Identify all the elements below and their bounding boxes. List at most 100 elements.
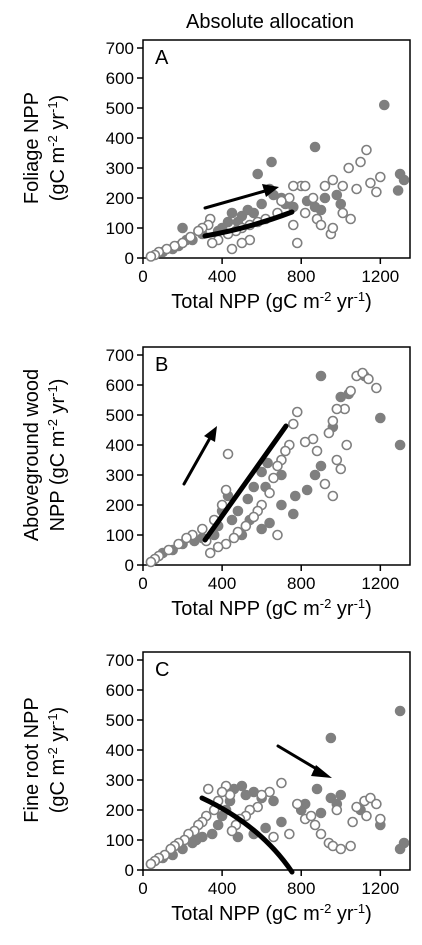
superscript: -1 xyxy=(354,901,366,916)
point xyxy=(266,156,277,168)
label-part: Aboveground wood xyxy=(21,369,43,541)
point xyxy=(145,858,157,870)
y-tick-label: 200 xyxy=(106,496,134,515)
point xyxy=(276,499,287,511)
panel: 0 100 200 300 400 500 600 700 0 400 800 1200 C Total … xyxy=(21,651,411,925)
point xyxy=(260,822,271,834)
point xyxy=(361,810,372,822)
x-axis-label: Total NPP (gC m-2 yr-1) xyxy=(171,596,372,621)
x-tick-label: 800 xyxy=(287,574,315,593)
point xyxy=(222,448,234,460)
superscript: -2 xyxy=(45,747,60,759)
label-part: yr xyxy=(47,725,69,748)
point xyxy=(398,174,410,186)
point xyxy=(193,225,204,237)
point xyxy=(291,237,303,249)
point xyxy=(305,810,317,822)
x-axis-label: Total NPP (gC m-2 yr-1) xyxy=(171,289,372,314)
point xyxy=(202,783,214,795)
label-part: ) xyxy=(365,903,372,925)
superscript: -1 xyxy=(354,289,366,304)
point xyxy=(361,144,372,156)
y-tick-label: 700 xyxy=(106,39,134,58)
arrow-head xyxy=(204,426,217,442)
point xyxy=(337,180,349,192)
point xyxy=(301,484,313,496)
point xyxy=(268,831,279,843)
point xyxy=(242,493,254,505)
point xyxy=(226,243,238,255)
point xyxy=(177,222,188,234)
label-part: Total NPP (gC m xyxy=(171,903,320,925)
point xyxy=(363,373,374,385)
y-tick-label: 100 xyxy=(106,831,134,850)
point xyxy=(216,810,228,822)
point xyxy=(394,843,406,855)
point xyxy=(375,171,386,183)
point xyxy=(185,231,196,243)
label-part: Fine root NPP xyxy=(21,697,43,823)
point xyxy=(337,207,349,219)
point xyxy=(315,828,327,840)
point xyxy=(256,466,267,478)
y-tick-label: 700 xyxy=(106,651,134,670)
point xyxy=(240,789,252,801)
point xyxy=(371,382,382,394)
point xyxy=(319,192,331,204)
y-axis-label: Aboveground wood xyxy=(21,369,43,541)
label-part: Total NPP (gC m xyxy=(171,291,320,313)
point xyxy=(323,427,335,439)
point xyxy=(291,406,303,418)
point xyxy=(311,783,323,795)
point xyxy=(327,222,339,234)
y-tick-label: 600 xyxy=(106,681,134,700)
point xyxy=(378,99,390,111)
point xyxy=(315,204,327,216)
arrow-head xyxy=(311,765,332,778)
label-part: ) xyxy=(365,598,372,620)
point xyxy=(248,481,260,493)
superscript: -2 xyxy=(320,289,332,304)
point xyxy=(256,789,267,801)
point xyxy=(341,439,353,451)
trend-line xyxy=(199,795,295,875)
point xyxy=(288,508,299,520)
y-tick-label: 700 xyxy=(106,346,134,365)
point xyxy=(220,484,232,496)
point xyxy=(264,517,275,529)
point xyxy=(288,418,299,430)
point xyxy=(345,385,356,397)
x-tick-label: 0 xyxy=(138,574,147,593)
x-tick-label: 400 xyxy=(208,574,236,593)
point xyxy=(299,180,311,192)
point xyxy=(240,520,252,532)
point xyxy=(272,460,283,472)
y-tick-label: 0 xyxy=(125,556,134,575)
y-tick-label: 100 xyxy=(106,219,134,238)
point xyxy=(252,168,264,180)
panel-label: C xyxy=(155,659,169,681)
point xyxy=(327,174,339,186)
superscript: -1 xyxy=(45,101,60,113)
point xyxy=(226,825,238,837)
point xyxy=(315,807,327,819)
point xyxy=(351,183,362,195)
y-tick-label: 600 xyxy=(106,69,134,88)
panel: 0 100 200 300 400 500 600 700 0 400 800 1200 A Total … xyxy=(21,39,411,314)
point xyxy=(319,180,331,192)
label-part: yr xyxy=(331,598,354,620)
label-part: yr xyxy=(47,113,69,136)
point xyxy=(284,828,295,840)
superscript: -1 xyxy=(45,713,60,725)
arrow-head xyxy=(262,184,279,197)
point xyxy=(345,213,356,225)
label-part: yr xyxy=(47,397,69,420)
point xyxy=(315,219,327,231)
label-part: Total NPP (gC m xyxy=(171,598,320,620)
point xyxy=(309,141,321,153)
arrow-shaft xyxy=(182,436,212,486)
point xyxy=(335,463,347,475)
point xyxy=(276,777,287,789)
point xyxy=(289,490,301,502)
